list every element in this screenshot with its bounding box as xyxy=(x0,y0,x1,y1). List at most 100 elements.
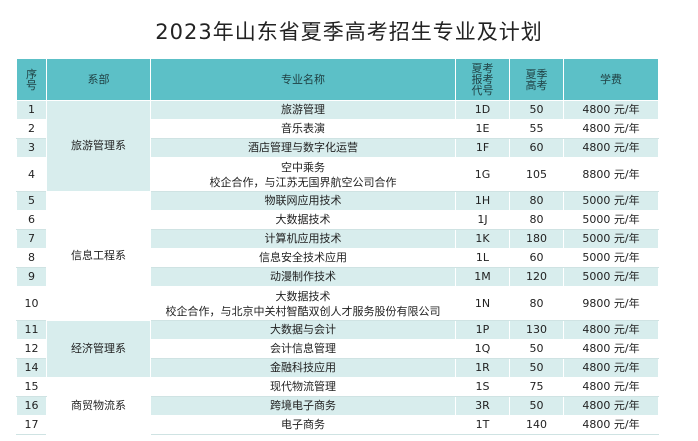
cell-seq: 2 xyxy=(16,119,47,139)
enrollment-plan-table: 序号 系部 专业名称 夏考报考代号 夏季高考 学费 1 旅游管理系 旅游管理 1D 50… xyxy=(16,58,659,435)
cell-major: 现代物流管理 xyxy=(150,377,456,397)
cell-plan: 130 xyxy=(509,320,564,340)
cell-plan: 80 xyxy=(509,191,564,211)
table-row: 12 会计信息管理 1Q 50 4800 元/年 xyxy=(16,339,659,359)
major-name: 空中乘务 xyxy=(281,160,325,174)
cell-seq: 4 xyxy=(16,157,47,192)
major-name: 大数据技术 xyxy=(275,289,331,303)
page-title: 2023年山东省夏季高考招生专业及计划 xyxy=(155,20,543,44)
cell-plan: 105 xyxy=(509,157,564,192)
cell-code: 1F xyxy=(455,138,510,158)
header-fee: 学费 xyxy=(563,58,659,101)
header-seq: 序号 xyxy=(16,58,47,101)
cell-seq: 9 xyxy=(16,267,47,287)
cell-plan: 50 xyxy=(509,339,564,359)
cell-plan: 120 xyxy=(509,267,564,287)
table-row: 5 信息工程系 物联网应用技术 1H 80 5000 元/年 xyxy=(16,191,659,321)
cell-major: 计算机应用技术 xyxy=(150,229,456,249)
cell-major: 会计信息管理 xyxy=(150,339,456,359)
table-row: 1 旅游管理系 旅游管理 1D 50 4800 元/年 xyxy=(16,100,659,192)
cell-code: 1P xyxy=(455,320,510,340)
cell-seq: 17 xyxy=(16,415,47,435)
major-note: 校企合作，与北京中关村智酷双创人才服务股份有限公司 xyxy=(165,304,441,318)
major-name: 计算机应用技术 xyxy=(264,232,342,245)
cell-major: 音乐表演 xyxy=(150,119,456,139)
header-code: 夏考报考代号 xyxy=(455,58,510,101)
cell-code: 1E xyxy=(455,119,510,139)
header-major: 专业名称 xyxy=(150,58,456,101)
cell-code: 1L xyxy=(455,248,510,268)
cell-plan: 50 xyxy=(509,358,564,378)
cell-plan: 140 xyxy=(509,415,564,435)
table-row: 4 空中乘务 校企合作，与江苏无国界航空公司合作 1G 105 8800 元/年 xyxy=(16,157,659,192)
cell-plan: 80 xyxy=(509,210,564,230)
cell-code: 1D xyxy=(455,100,510,120)
cell-code: 1M xyxy=(455,267,510,287)
cell-fee: 5000 元/年 xyxy=(563,248,659,268)
header-plan: 夏季高考 xyxy=(509,58,564,101)
major-name: 酒店管理与数字化运营 xyxy=(248,141,358,154)
cell-seq: 7 xyxy=(16,229,47,249)
cell-dept: 旅游管理系 xyxy=(46,100,151,192)
cell-seq: 14 xyxy=(16,358,47,378)
major-name: 大数据与会计 xyxy=(270,323,336,336)
cell-major: 大数据技术 xyxy=(150,210,456,230)
cell-major: 跨境电子商务 xyxy=(150,396,456,416)
cell-code: 1S xyxy=(455,377,510,397)
major-name: 跨境电子商务 xyxy=(270,399,336,412)
cell-fee: 4800 元/年 xyxy=(563,100,659,120)
cell-plan: 180 xyxy=(509,229,564,249)
cell-major: 大数据技术 校企合作，与北京中关村智酷双创人才服务股份有限公司 xyxy=(150,286,456,321)
cell-fee: 5000 元/年 xyxy=(563,267,659,287)
major-name: 现代物流管理 xyxy=(270,380,336,393)
cell-major: 酒店管理与数字化运营 xyxy=(150,138,456,158)
cell-fee: 4800 元/年 xyxy=(563,377,659,397)
cell-fee: 5000 元/年 xyxy=(563,191,659,211)
cell-fee: 4800 元/年 xyxy=(563,320,659,340)
major-note: 校企合作，与江苏无国界航空公司合作 xyxy=(209,175,397,189)
cell-code: 1T xyxy=(455,415,510,435)
table-row: 16 跨境电子商务 3R 50 4800 元/年 xyxy=(16,396,659,416)
cell-code: 1J xyxy=(455,210,510,230)
cell-fee: 8800 元/年 xyxy=(563,157,659,192)
cell-code: 1N xyxy=(455,286,510,321)
table-row: 15 商贸物流系 现代物流管理 1S 75 4800 元/年 xyxy=(16,377,659,435)
major-name: 旅游管理 xyxy=(281,103,325,116)
cell-seq: 6 xyxy=(16,210,47,230)
cell-seq: 15 xyxy=(16,377,47,397)
table-row: 17 电子商务 1T 140 4800 元/年 xyxy=(16,415,659,435)
cell-plan: 60 xyxy=(509,138,564,158)
cell-code: 1G xyxy=(455,157,510,192)
table-row: 9 动漫制作技术 1M 120 5000 元/年 xyxy=(16,267,659,287)
table-row: 8 信息安全技术应用 1L 60 5000 元/年 xyxy=(16,248,659,268)
cell-plan: 60 xyxy=(509,248,564,268)
table-row: 2 音乐表演 1E 55 4800 元/年 xyxy=(16,119,659,139)
cell-fee: 4800 元/年 xyxy=(563,138,659,158)
cell-code: 1R xyxy=(455,358,510,378)
table-row: 6 大数据技术 1J 80 5000 元/年 xyxy=(16,210,659,230)
header-row: 序号 系部 专业名称 夏考报考代号 夏季高考 学费 xyxy=(16,58,659,101)
major-name: 大数据技术 xyxy=(275,213,331,226)
cell-fee: 4800 元/年 xyxy=(563,396,659,416)
cell-major: 金融科技应用 xyxy=(150,358,456,378)
cell-fee: 4800 元/年 xyxy=(563,119,659,139)
cell-seq: 1 xyxy=(16,100,47,120)
cell-seq: 11 xyxy=(16,320,47,340)
cell-major: 旅游管理 xyxy=(150,100,456,120)
table-row: 10 大数据技术 校企合作，与北京中关村智酷双创人才服务股份有限公司 1N 80 9800… xyxy=(16,286,659,321)
cell-major: 空中乘务 校企合作，与江苏无国界航空公司合作 xyxy=(150,157,456,192)
cell-plan: 80 xyxy=(509,286,564,321)
cell-code: 1H xyxy=(455,191,510,211)
cell-code: 1Q xyxy=(455,339,510,359)
table-row: 11 经济管理系 大数据与会计 1P 130 4800 元/年 xyxy=(16,320,659,378)
major-name: 动漫制作技术 xyxy=(270,270,336,283)
major-name: 物联网应用技术 xyxy=(264,194,342,207)
cell-seq: 12 xyxy=(16,339,47,359)
header-dept: 系部 xyxy=(46,58,151,101)
major-name: 音乐表演 xyxy=(281,122,325,135)
cell-plan: 55 xyxy=(509,119,564,139)
cell-seq: 16 xyxy=(16,396,47,416)
cell-seq: 3 xyxy=(16,138,47,158)
cell-seq: 8 xyxy=(16,248,47,268)
major-name: 电子商务 xyxy=(281,418,325,431)
